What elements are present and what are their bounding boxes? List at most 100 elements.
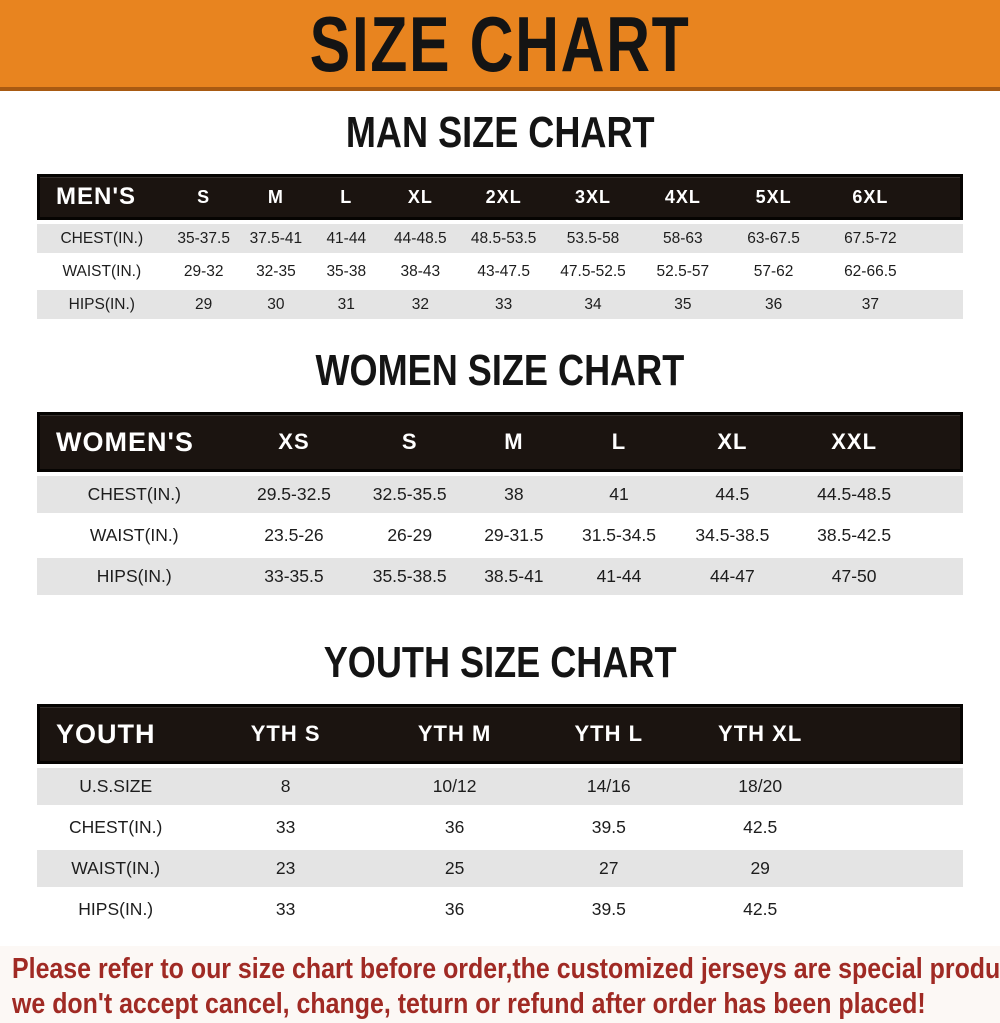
youth-size-section: YOUTH SIZE CHART YOUTH YTH S YTH M YTH L YTH… [0, 641, 1000, 932]
size-column-header: 4XL [637, 174, 728, 220]
table-group-label: YOUTH [37, 704, 195, 764]
measurement-row: CHEST(IN.) 29.5-32.5 32.5-35.5 38 41 44.5 44.5… [37, 476, 963, 513]
size-value-cell: 36 [376, 809, 533, 846]
size-value-cell: 32.5-35.5 [356, 476, 463, 513]
size-value-cell: 37.5-41 [240, 224, 312, 253]
measurement-row-label: HIPS(IN.) [37, 891, 195, 928]
size-value-cell: 44-48.5 [381, 224, 460, 253]
size-column-header: L [311, 174, 382, 220]
size-column-header: S [166, 174, 241, 220]
size-value-cell: 53.5-58 [548, 224, 638, 253]
header-filler [916, 412, 963, 472]
size-value-cell: 35-38 [311, 257, 382, 286]
size-value-cell: 31 [311, 290, 382, 319]
youth-size-table: YOUTH YTH S YTH M YTH L YTH XL U.S.SIZE 8 10/12… [37, 700, 963, 932]
measurement-row-label: CHEST(IN.) [37, 476, 232, 513]
measurement-row: CHEST(IN.) 33 36 39.5 42.5 [37, 809, 963, 846]
men-size-section: MAN SIZE CHART MEN'S S M L XL 2XL 3XL 4XL 5XL 6XL… [0, 111, 1000, 323]
measurement-row: HIPS(IN.) 33-35.5 35.5-38.5 38.5-41 41-44 44-… [37, 558, 963, 595]
row-filler [835, 768, 963, 805]
size-value-cell: 38 [462, 476, 565, 513]
measurement-row-label: WAIST(IN.) [37, 257, 167, 286]
size-value-cell: 42.5 [685, 809, 836, 846]
women-size-section: WOMEN SIZE CHART WOMEN'S XS S M L XL XXL CHEST(… [0, 349, 1000, 599]
size-value-cell: 58-63 [637, 224, 728, 253]
row-filler [921, 257, 963, 286]
size-value-cell: 33-35.5 [231, 558, 357, 595]
size-value-cell: 57-62 [727, 257, 820, 286]
table-group-label: WOMEN'S [37, 412, 232, 472]
page-title: SIZE CHART [309, 0, 691, 88]
size-value-cell: 47-50 [791, 558, 917, 595]
size-value-cell: 29 [166, 290, 241, 319]
men-size-table: MEN'S S M L XL 2XL 3XL 4XL 5XL 6XL CHEST(IN.) 35-37… [37, 170, 963, 323]
size-value-cell: 39.5 [532, 809, 686, 846]
measurement-row: HIPS(IN.) 33 36 39.5 42.5 [37, 891, 963, 928]
measurement-row-label: WAIST(IN.) [37, 850, 195, 887]
measurement-row-label: HIPS(IN.) [37, 290, 167, 319]
size-value-cell: 34 [548, 290, 638, 319]
measurement-row-label: WAIST(IN.) [37, 517, 232, 554]
size-value-cell: 38-43 [381, 257, 460, 286]
size-value-cell: 25 [376, 850, 533, 887]
table-group-label: MEN'S [37, 174, 167, 220]
women-section-heading: WOMEN SIZE CHART [315, 346, 685, 395]
table-header-row: WOMEN'S XS S M L XL XXL [37, 412, 963, 472]
size-value-cell: 8 [194, 768, 377, 805]
size-column-header: L [564, 412, 674, 472]
size-value-cell: 35.5-38.5 [356, 558, 463, 595]
row-filler [835, 891, 963, 928]
size-column-header: 5XL [727, 174, 820, 220]
size-column-header: XS [231, 412, 357, 472]
size-value-cell: 14/16 [532, 768, 686, 805]
size-value-cell: 30 [240, 290, 312, 319]
size-column-header: 2XL [459, 174, 549, 220]
size-column-header: M [462, 412, 565, 472]
size-value-cell: 27 [532, 850, 686, 887]
size-value-cell: 23.5-26 [231, 517, 357, 554]
size-value-cell: 39.5 [532, 891, 686, 928]
measurement-row-label: HIPS(IN.) [37, 558, 232, 595]
size-value-cell: 18/20 [685, 768, 836, 805]
size-value-cell: 62-66.5 [819, 257, 922, 286]
size-value-cell: 29.5-32.5 [231, 476, 357, 513]
size-value-cell: 47.5-52.5 [548, 257, 638, 286]
size-value-cell: 36 [376, 891, 533, 928]
size-value-cell: 35 [637, 290, 728, 319]
row-filler [921, 290, 963, 319]
size-value-cell: 44.5-48.5 [791, 476, 917, 513]
row-filler [835, 809, 963, 846]
size-value-cell: 32 [381, 290, 460, 319]
row-filler [835, 850, 963, 887]
disclaimer-line-2: we don't accept cancel, change, teturn o… [12, 988, 926, 1021]
measurement-row: CHEST(IN.) 35-37.5 37.5-41 41-44 44-48.5 48.5… [37, 224, 963, 253]
men-section-heading: MAN SIZE CHART [345, 108, 655, 157]
size-value-cell: 63-67.5 [727, 224, 820, 253]
women-size-table: WOMEN'S XS S M L XL XXL CHEST(IN.) 29.5-32.5 32.5… [37, 408, 963, 599]
youth-section-heading: YOUTH SIZE CHART [323, 638, 677, 687]
header-filler [835, 704, 963, 764]
size-value-cell: 29 [685, 850, 836, 887]
measurement-row: WAIST(IN.) 23.5-26 26-29 29-31.5 31.5-34.5 34… [37, 517, 963, 554]
row-filler [916, 558, 963, 595]
order-disclaimer: Please refer to our size chart before or… [0, 946, 1000, 1023]
size-value-cell: 41 [564, 476, 674, 513]
size-value-cell: 52.5-57 [637, 257, 728, 286]
measurement-row-label: CHEST(IN.) [37, 809, 195, 846]
size-column-header: 3XL [548, 174, 638, 220]
size-column-header: YTH S [194, 704, 377, 764]
size-value-cell: 31.5-34.5 [564, 517, 674, 554]
size-value-cell: 41-44 [564, 558, 674, 595]
size-chart-banner: SIZE CHART [0, 0, 1000, 91]
size-column-header: YTH XL [685, 704, 836, 764]
measurement-row: U.S.SIZE 8 10/12 14/16 18/20 [37, 768, 963, 805]
size-value-cell: 29-32 [166, 257, 241, 286]
size-column-header: 6XL [819, 174, 922, 220]
size-value-cell: 48.5-53.5 [459, 224, 549, 253]
size-value-cell: 36 [727, 290, 820, 319]
size-value-cell: 33 [194, 809, 377, 846]
size-column-header: XXL [791, 412, 917, 472]
measurement-row: WAIST(IN.) 29-32 32-35 35-38 38-43 43-47.5 47.… [37, 257, 963, 286]
size-value-cell: 33 [459, 290, 549, 319]
size-column-header: YTH M [376, 704, 533, 764]
